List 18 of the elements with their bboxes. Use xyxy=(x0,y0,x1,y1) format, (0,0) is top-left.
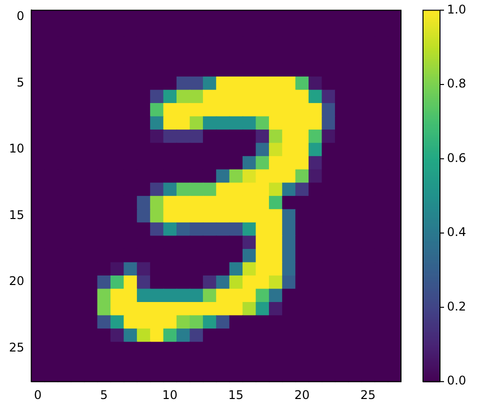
y-tick-label: 25 xyxy=(8,340,24,355)
color-bar-label: 0.6 xyxy=(447,150,466,165)
y-tick-label: 20 xyxy=(8,274,24,288)
y-tick-label: 5 xyxy=(16,75,24,90)
color-bar-label: 0.0 xyxy=(447,374,466,388)
color-bar-label: 0.8 xyxy=(447,76,466,91)
color-bar-label: 1.0 xyxy=(447,2,466,16)
color-bar-label: 0.2 xyxy=(447,299,466,314)
x-tick-label: 15 xyxy=(228,388,244,402)
x-tick-label: 20 xyxy=(294,388,310,402)
y-tick-label: 10 xyxy=(8,142,24,156)
x-tick-label: 25 xyxy=(360,388,376,402)
x-tick-label: 5 xyxy=(100,388,108,402)
color-bar-label: 0.4 xyxy=(447,225,466,240)
y-tick-label: 15 xyxy=(8,208,24,222)
x-tick-label: 0 xyxy=(34,388,42,402)
y-tick-label: 0 xyxy=(16,8,24,23)
x-tick-label: 10 xyxy=(162,388,178,402)
